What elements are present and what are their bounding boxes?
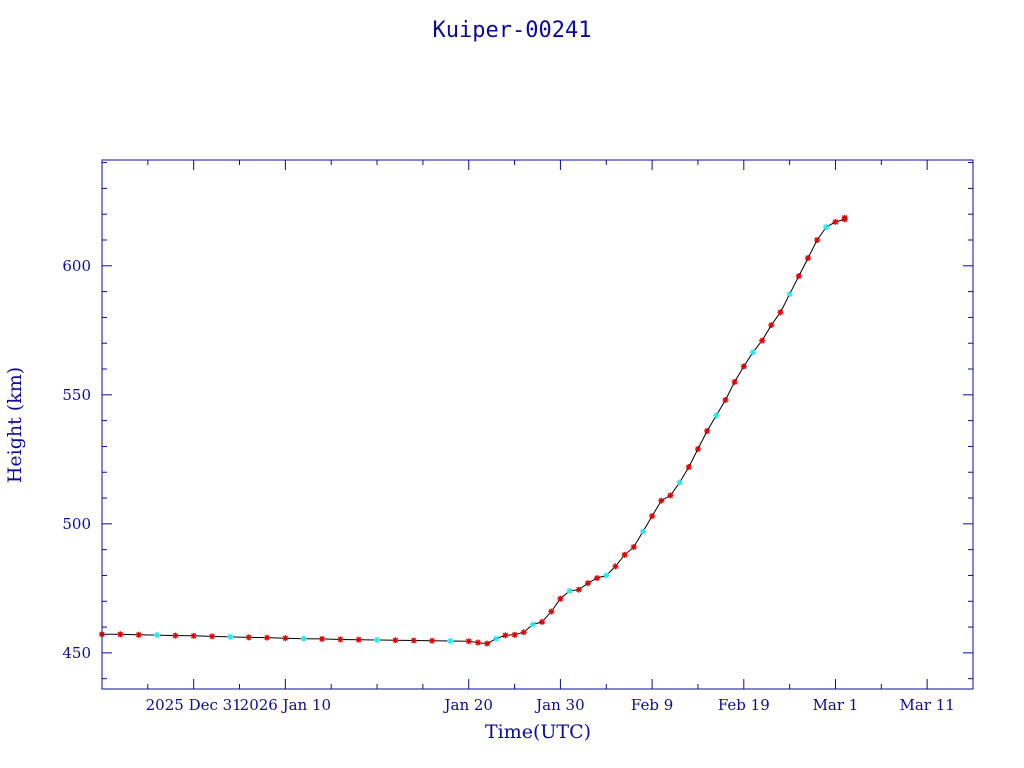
data-point — [685, 464, 692, 471]
data-point — [676, 479, 683, 486]
data-point — [374, 636, 381, 643]
data-markers — [99, 214, 848, 647]
data-point — [117, 631, 124, 638]
data-point — [190, 632, 197, 639]
data-point — [768, 322, 775, 329]
data-point — [722, 396, 729, 403]
data-point — [484, 640, 491, 647]
x-tick-label: Mar 1 — [813, 696, 859, 714]
data-point — [612, 563, 619, 570]
data-point — [465, 638, 472, 645]
data-point — [548, 608, 555, 615]
x-tick-label: Feb 19 — [718, 696, 770, 714]
data-point — [841, 214, 848, 221]
data-point — [639, 528, 646, 535]
data-point — [777, 309, 784, 316]
y-tick-label: 600 — [62, 257, 91, 275]
data-point — [658, 497, 665, 504]
data-point — [795, 273, 802, 280]
chart-title: Kuiper-00241 — [433, 18, 592, 43]
data-point — [135, 631, 142, 638]
data-point — [511, 631, 518, 638]
x-tick-label: Feb 9 — [631, 696, 673, 714]
y-tick-label: 450 — [62, 644, 91, 662]
x-tick-label: 2025 Dec 31 — [146, 696, 242, 714]
data-point — [474, 639, 481, 646]
data-point — [429, 637, 436, 644]
data-point — [520, 629, 527, 636]
data-point — [410, 637, 417, 644]
data-point — [300, 635, 307, 642]
data-point — [704, 427, 711, 434]
data-point — [667, 492, 674, 499]
x-axis-label: Time(UTC) — [485, 721, 591, 743]
data-point — [447, 638, 454, 645]
data-point — [319, 635, 326, 642]
y-tick-label: 550 — [62, 386, 91, 404]
data-point — [209, 633, 216, 640]
y-tick-label: 500 — [62, 515, 91, 533]
data-point — [566, 587, 573, 594]
data-point — [539, 618, 546, 625]
data-point — [154, 632, 161, 639]
data-point — [804, 255, 811, 262]
data-point — [832, 218, 839, 225]
y-axis-label: Height (km) — [4, 367, 26, 483]
data-point — [584, 580, 591, 587]
data-point — [493, 635, 500, 642]
data-point — [694, 446, 701, 453]
plot-frame — [101, 159, 974, 690]
data-point — [172, 632, 179, 639]
data-point — [245, 634, 252, 641]
data-point — [786, 291, 793, 298]
x-tick-label: Mar 11 — [899, 696, 954, 714]
data-point — [603, 572, 610, 579]
data-point — [264, 634, 271, 641]
data-point — [227, 633, 234, 640]
data-point — [282, 635, 289, 642]
data-point — [759, 337, 766, 344]
data-point — [557, 595, 564, 602]
data-layer — [99, 214, 848, 647]
axis-ticks — [101, 160, 974, 689]
data-point — [823, 224, 830, 231]
data-point — [621, 551, 628, 558]
x-tick-label: 2026 Jan 10 — [240, 696, 331, 714]
data-point — [355, 636, 362, 643]
x-tick-label: Jan 30 — [534, 696, 584, 714]
data-point — [649, 513, 656, 520]
data-point — [630, 544, 637, 551]
data-point — [814, 236, 821, 243]
data-point — [392, 637, 399, 644]
data-point — [337, 636, 344, 643]
y-tick-labels: 450 500 550 600 — [62, 257, 91, 662]
data-point — [749, 349, 756, 356]
data-point — [594, 575, 601, 582]
data-point — [731, 378, 738, 385]
data-point — [713, 412, 720, 419]
data-point — [502, 632, 509, 639]
data-point — [529, 621, 536, 628]
series-line — [102, 217, 846, 645]
x-tick-label: Jan 20 — [442, 696, 492, 714]
data-point — [575, 586, 582, 593]
data-point — [740, 363, 747, 370]
